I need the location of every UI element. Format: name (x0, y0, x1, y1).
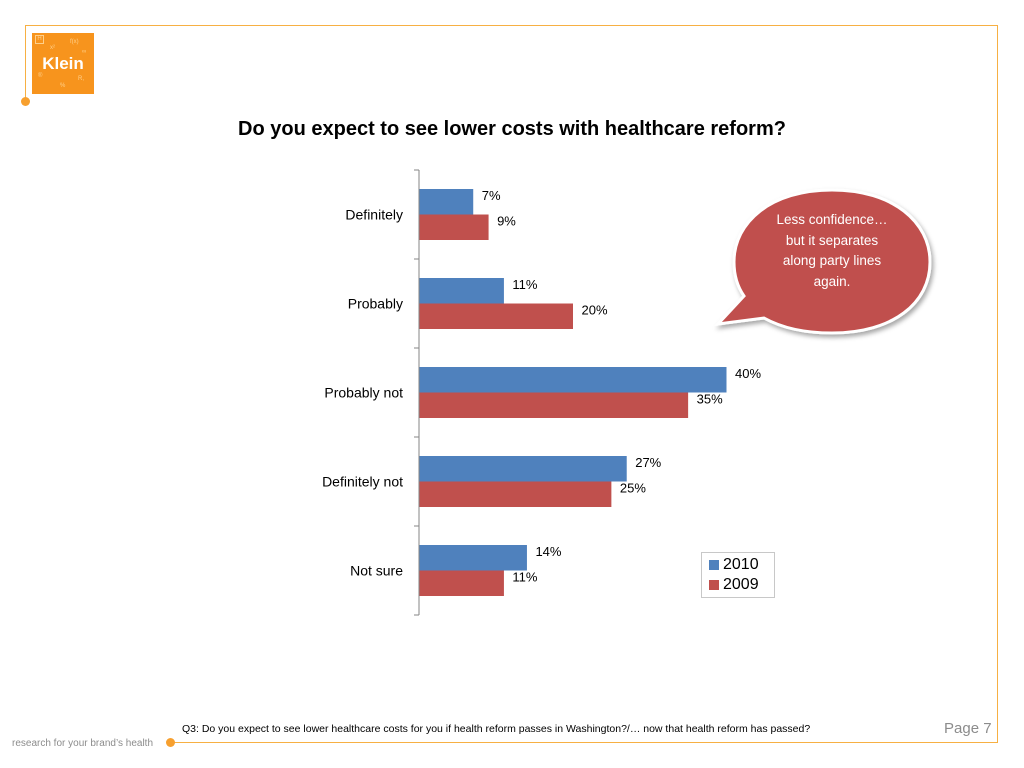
logo-deco: f(x) (70, 39, 79, 45)
frame-bottom-line (172, 742, 998, 743)
callout-text: Less confidence… but it separates along … (776, 212, 888, 289)
data-label: 35% (697, 391, 723, 406)
speech-bubble-shape (714, 188, 932, 335)
category-label: Probably not (324, 385, 403, 401)
logo-deco: R, (78, 76, 84, 82)
legend-item-2010: 2010 (709, 555, 759, 575)
logo-deco: % (60, 83, 66, 89)
data-label: 25% (620, 480, 646, 495)
chart-title: Do you expect to see lower costs with he… (238, 118, 786, 140)
bar-2010 (419, 545, 527, 571)
frame-left-line (25, 25, 26, 101)
chart-legend: 2010 2009 (701, 552, 775, 598)
category-label: Definitely (345, 207, 403, 223)
legend-swatch-2010 (709, 560, 719, 570)
data-label: 11% (512, 277, 537, 292)
category-label: Definitely not (322, 474, 403, 490)
page-number: Page 7 (944, 720, 992, 737)
data-label: 20% (582, 302, 608, 317)
tagline: research for your brand’s health (12, 738, 154, 749)
bar-2009 (419, 214, 489, 240)
bar-2009 (419, 481, 612, 507)
bar-2010 (419, 278, 504, 304)
legend-label: 2010 (723, 556, 759, 573)
klein-logo: H x² f(x) ∞ ® R, % Klein (32, 33, 94, 94)
logo-deco: ∞ (82, 49, 87, 55)
frame-right-line (997, 25, 998, 742)
data-label: 14% (535, 544, 561, 559)
category-label: Not sure (350, 563, 403, 579)
logo-deco: ® (38, 73, 43, 79)
bar-2009 (419, 392, 689, 418)
data-label: 27% (635, 455, 661, 470)
bar-2010 (419, 367, 727, 393)
bar-2010 (419, 456, 627, 482)
bar-2009 (419, 570, 504, 596)
legend-item-2009: 2009 (709, 575, 759, 595)
data-label: 11% (512, 569, 537, 584)
bar-2009 (419, 303, 573, 329)
speech-bubble (714, 188, 932, 335)
logo-deco: x² (50, 45, 55, 51)
frame-dot-bottom (166, 738, 175, 747)
logo-wordmark: Klein (42, 54, 84, 73)
question-footnote: Q3: Do you expect to see lower healthcar… (182, 723, 811, 735)
data-label: 40% (735, 366, 761, 381)
data-label: 9% (497, 213, 516, 228)
category-label: Probably (348, 296, 403, 312)
frame-dot-top (21, 97, 30, 106)
frame-top-line (25, 25, 998, 26)
legend-swatch-2009 (709, 580, 719, 590)
data-label: 7% (482, 188, 501, 203)
legend-label: 2009 (723, 576, 759, 593)
bar-2010 (419, 189, 474, 215)
logo-deco-h: H (35, 35, 44, 44)
